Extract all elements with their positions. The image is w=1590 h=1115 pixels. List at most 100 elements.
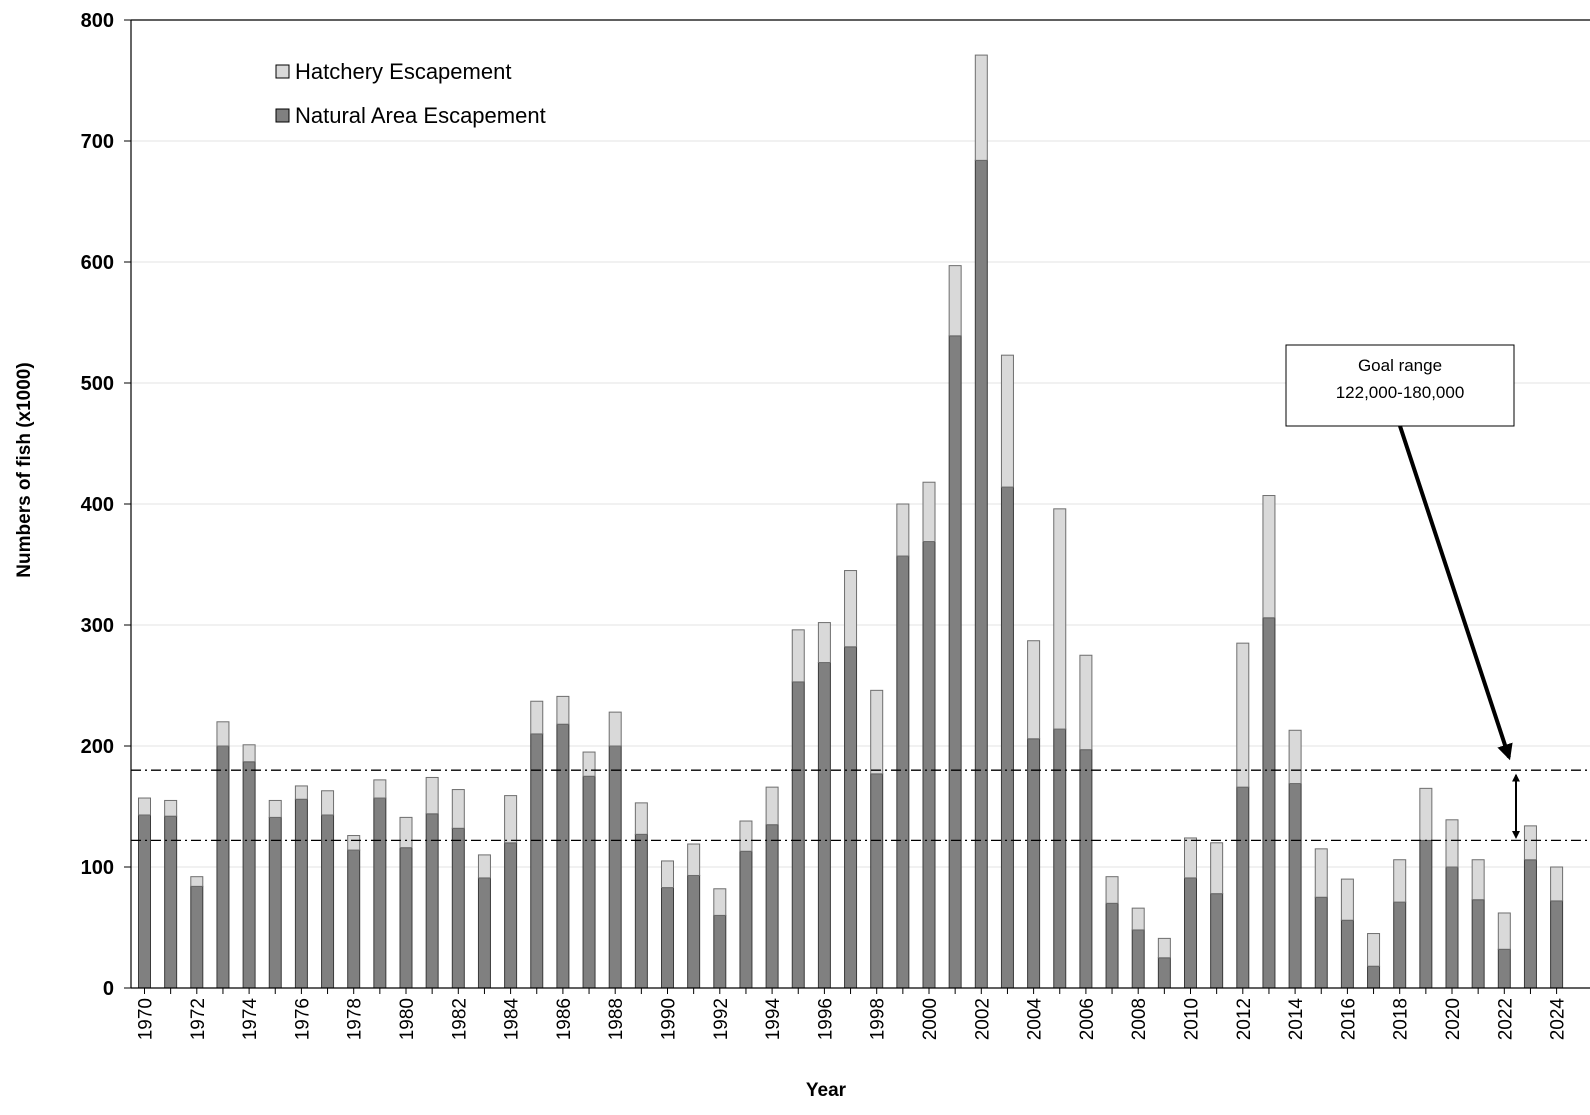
bar-natural-2009 — [1157, 957, 1171, 989]
bar-natural-2016 — [1340, 919, 1354, 989]
y-axis-title: Numbers of fish (x1000) — [14, 362, 35, 577]
x-tick-label-1974: 1974 — [240, 998, 261, 1041]
bar-hatchery-1991 — [687, 843, 701, 876]
x-tick-label-2014: 2014 — [1286, 998, 1307, 1041]
bar-hatchery-2021 — [1471, 859, 1485, 901]
bar-hatchery-1995 — [791, 629, 805, 683]
x-tick-label-1992: 1992 — [711, 998, 732, 1040]
bar-natural-2024 — [1550, 900, 1564, 989]
bar-natural-1995 — [791, 681, 805, 989]
bar-natural-1998 — [870, 773, 884, 989]
x-tick-label-1982: 1982 — [449, 998, 470, 1040]
bar-hatchery-1994 — [765, 786, 779, 826]
bar-natural-2005 — [1053, 728, 1067, 989]
bar-hatchery-2004 — [1027, 640, 1041, 740]
bar-natural-1974 — [242, 761, 256, 989]
y-tick-label-200: 200 — [81, 736, 114, 758]
x-axis-title: Year — [806, 1080, 847, 1101]
bar-hatchery-1974 — [242, 744, 256, 763]
x-tick-label-1980: 1980 — [397, 998, 418, 1040]
bar-hatchery-2018 — [1393, 859, 1407, 903]
bar-hatchery-1975 — [268, 799, 282, 818]
bar-hatchery-1971 — [164, 799, 178, 817]
x-tick-label-2020: 2020 — [1443, 998, 1464, 1040]
bar-natural-2014 — [1288, 783, 1302, 989]
bar-natural-1993 — [739, 850, 753, 989]
bar-hatchery-1972 — [190, 876, 204, 887]
gridlines — [131, 19, 1590, 868]
bar-hatchery-1977 — [321, 790, 335, 816]
y-tick-label-600: 600 — [81, 252, 114, 274]
bar-hatchery-2003 — [1000, 354, 1014, 488]
bar-natural-2006 — [1079, 749, 1093, 989]
bar-natural-2015 — [1314, 896, 1328, 989]
bar-natural-1971 — [164, 815, 178, 989]
bar-hatchery-1989 — [634, 802, 648, 835]
legend-swatch-hatchery — [275, 64, 290, 79]
bar-natural-2022 — [1497, 948, 1511, 989]
bar-hatchery-2007 — [1105, 876, 1119, 904]
legend-swatch-natural — [275, 108, 290, 123]
bar-hatchery-2013 — [1262, 495, 1276, 619]
bar-natural-1997 — [844, 646, 858, 989]
bar-hatchery-2008 — [1131, 907, 1145, 931]
bar-natural-2019 — [1419, 839, 1433, 989]
goal-range-annotation: Goal range 122,000-180,000 — [1285, 344, 1520, 839]
bar-hatchery-1986 — [556, 695, 570, 725]
bar-hatchery-1981 — [425, 776, 439, 815]
x-tick-label-1994: 1994 — [763, 998, 784, 1041]
bar-hatchery-2015 — [1314, 848, 1328, 898]
y-tick-label-800: 800 — [81, 10, 114, 32]
x-tick-label-1972: 1972 — [188, 998, 209, 1040]
bar-hatchery-2002 — [974, 54, 988, 161]
bar-hatchery-2009 — [1157, 937, 1171, 959]
bar-natural-2017 — [1367, 965, 1381, 989]
y-tick-label-0: 0 — [103, 978, 114, 1000]
bar-hatchery-2024 — [1550, 866, 1564, 902]
bar-natural-1979 — [373, 797, 387, 989]
bar-natural-2000 — [922, 541, 936, 989]
bar-hatchery-1980 — [399, 816, 413, 849]
bars — [138, 54, 1564, 989]
bar-natural-1999 — [896, 555, 910, 989]
x-tick-labels: 1970 1972 1974 1976 1978 1980 1982 1984 1986 1988… — [136, 998, 1569, 1041]
bar-natural-1975 — [268, 816, 282, 989]
x-tick-label-2002: 2002 — [972, 998, 993, 1040]
bar-natural-1989 — [634, 833, 648, 989]
bar-hatchery-2010 — [1184, 837, 1197, 879]
bar-natural-1984 — [504, 842, 518, 989]
axes — [124, 19, 1590, 994]
bar-natural-1972 — [190, 885, 204, 989]
bar-hatchery-1997 — [844, 570, 858, 648]
bar-hatchery-1988 — [608, 711, 622, 747]
x-tick-label-2000: 2000 — [920, 998, 941, 1040]
bar-natural-1982 — [451, 827, 465, 989]
bar-natural-2012 — [1236, 786, 1250, 989]
bar-natural-1985 — [530, 733, 544, 989]
bar-hatchery-1983 — [477, 854, 491, 879]
bar-natural-2020 — [1445, 866, 1459, 989]
bar-hatchery-2017 — [1367, 933, 1381, 967]
bar-hatchery-1978 — [347, 835, 361, 851]
bar-natural-1986 — [556, 723, 570, 989]
x-tick-label-1988: 1988 — [606, 998, 627, 1040]
bar-hatchery-1970 — [138, 797, 151, 816]
bar-hatchery-2014 — [1288, 729, 1302, 785]
bar-hatchery-2005 — [1053, 508, 1067, 730]
annotation-box — [1285, 344, 1515, 427]
bar-hatchery-2022 — [1497, 912, 1511, 950]
y-tick-labels: 0 100 200 300 400 500 600 700 800 — [81, 10, 114, 1000]
legend-label-natural: Natural Area Escapement — [295, 103, 546, 128]
annotation-title: Goal range — [1358, 356, 1442, 375]
bar-natural-1990 — [661, 887, 674, 989]
bar-natural-2001 — [948, 335, 962, 989]
bar-natural-1994 — [765, 824, 779, 989]
bar-natural-2011 — [1210, 893, 1224, 989]
y-tick-label-500: 500 — [81, 373, 114, 395]
bar-natural-2007 — [1105, 902, 1119, 989]
y-tick-label-400: 400 — [81, 494, 114, 516]
bar-hatchery-2020 — [1445, 819, 1459, 868]
bar-hatchery-2012 — [1236, 642, 1250, 788]
goal-lines — [131, 769, 1590, 842]
bar-natural-1992 — [713, 914, 727, 989]
